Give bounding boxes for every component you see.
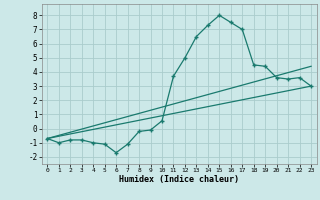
X-axis label: Humidex (Indice chaleur): Humidex (Indice chaleur) <box>119 175 239 184</box>
